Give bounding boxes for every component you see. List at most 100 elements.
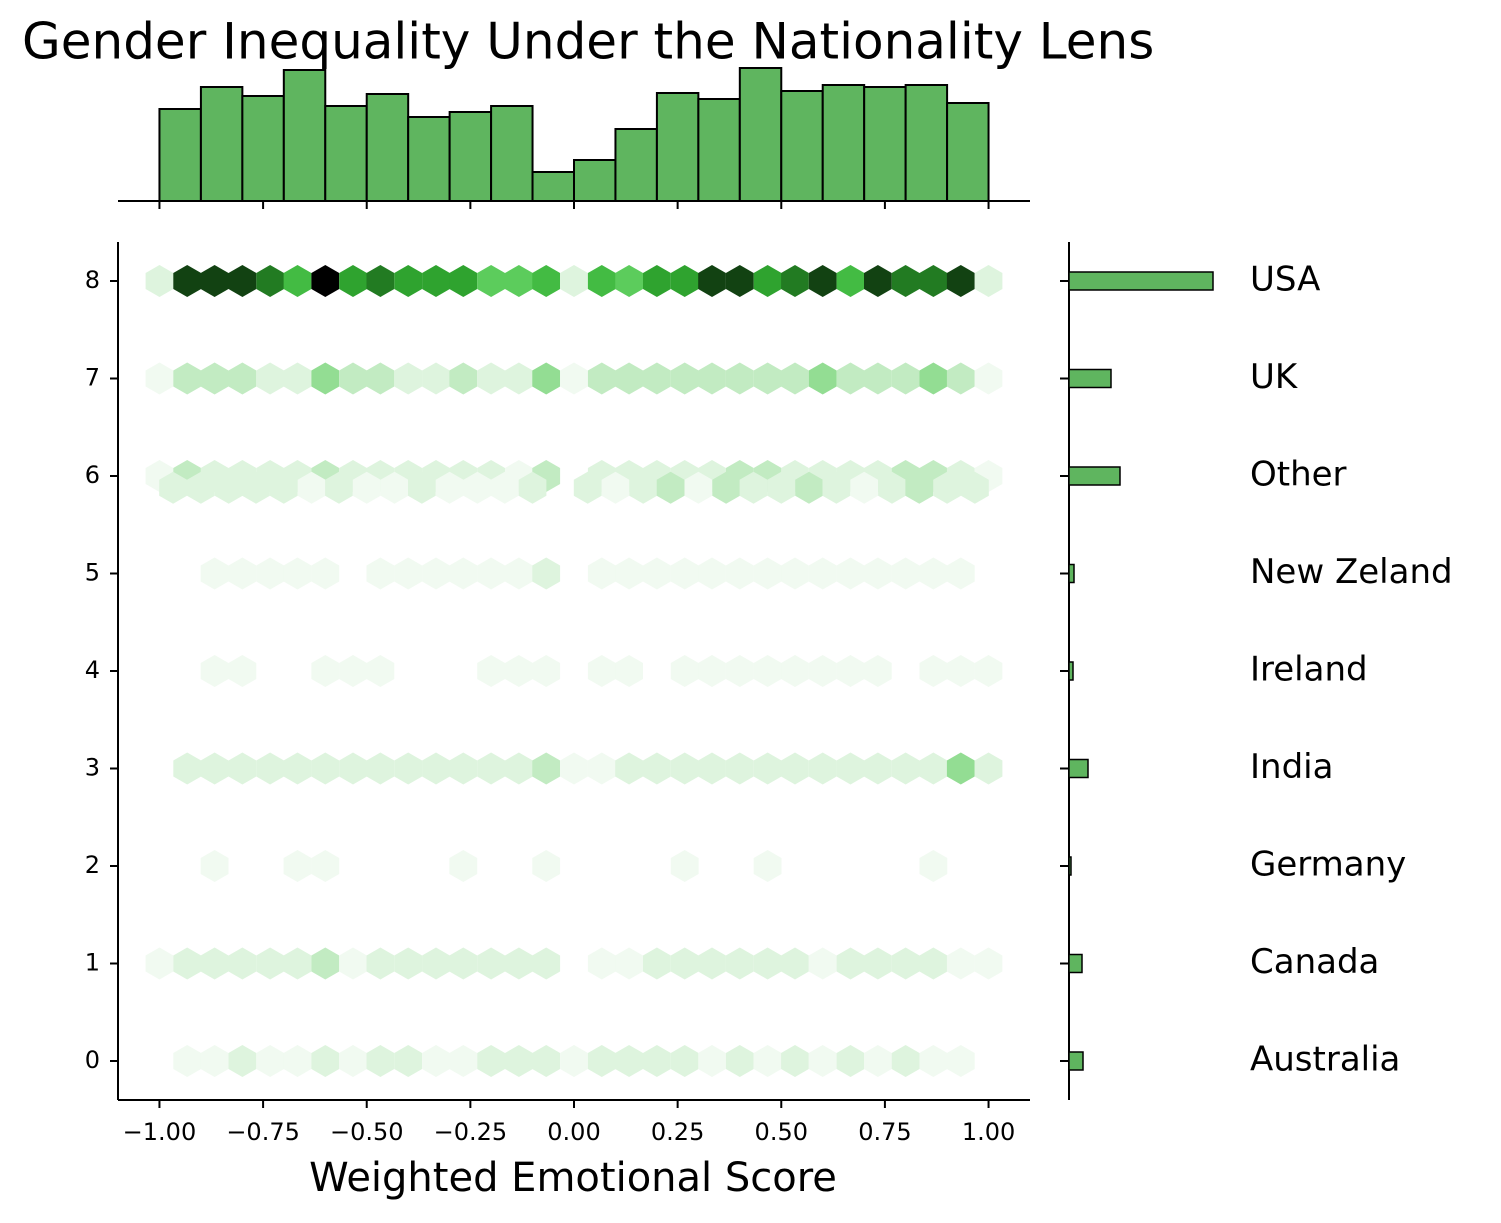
- hexbin-cell: [339, 362, 367, 395]
- histogram-bar: [573, 159, 617, 202]
- y-tick-label: 6: [85, 461, 100, 489]
- hexbin-cell: [808, 947, 837, 980]
- hexbin-cell: [808, 752, 837, 785]
- hexbin-cell: [725, 1045, 754, 1077]
- hexbin-cell: [200, 947, 229, 980]
- hexbin-cell: [477, 947, 505, 980]
- hexbin-cell: [532, 362, 561, 395]
- hexbin-cell: [891, 557, 920, 590]
- hexbin-cell: [670, 850, 699, 882]
- bar: [1068, 466, 1121, 486]
- hexbin-cell: [946, 947, 975, 980]
- hexbin-cell: [200, 655, 229, 687]
- hexbin-cell: [366, 1045, 395, 1077]
- hexbin-cell: [339, 947, 367, 980]
- hexbin-cell: [145, 947, 174, 980]
- category-label: USA: [1250, 260, 1320, 300]
- hexbin-cell: [974, 752, 1003, 785]
- hexbin-cell: [173, 1045, 202, 1077]
- hexbin-cell: [891, 947, 920, 980]
- hexbin-cell: [200, 752, 229, 785]
- hexbin-cell: [422, 265, 450, 297]
- hexbin-cell: [408, 471, 436, 504]
- histogram-bar: [448, 111, 493, 202]
- hexbin-cell: [200, 1045, 229, 1077]
- hexbin-cell: [946, 1045, 975, 1077]
- hexbin-cell: [836, 947, 865, 980]
- histogram-bar: [697, 98, 741, 202]
- hexbin-cell: [532, 850, 561, 882]
- hexbin-cell: [477, 265, 505, 297]
- hexbin-cell: [532, 947, 561, 980]
- hexbin-cell: [283, 557, 312, 590]
- hexbin-cell: [283, 362, 312, 395]
- hexbin-cell: [422, 947, 450, 980]
- hexbin-cell: [505, 752, 533, 785]
- hexbin-cell: [698, 1045, 726, 1077]
- hexbin-cell: [712, 471, 740, 504]
- hexbin-cell: [505, 947, 533, 980]
- hexbin-cell: [560, 265, 588, 297]
- hexbin-cell: [449, 752, 478, 785]
- x-tick-label: 0.75: [858, 1118, 911, 1146]
- hexbin-cell: [477, 752, 505, 785]
- hexbin-cell: [256, 557, 284, 590]
- hexbin-cell: [394, 752, 423, 785]
- hexbin-cell: [269, 471, 298, 504]
- hexbin-cell: [753, 752, 782, 785]
- hexbin-cell: [615, 557, 643, 590]
- hexbin-cell: [256, 362, 284, 395]
- hexbin-cell: [615, 1045, 643, 1077]
- category-label: Germany: [1250, 845, 1406, 885]
- hexbin-cell: [601, 471, 630, 504]
- hexbin-cell: [352, 471, 381, 504]
- hexbin-cell: [767, 471, 796, 504]
- hexbin-cell: [587, 557, 616, 590]
- hexbin-cell: [394, 362, 423, 395]
- y-tick-label: 1: [85, 949, 100, 977]
- hexbin-cell: [242, 471, 270, 504]
- histogram-bar: [821, 84, 866, 202]
- hexbin-cell: [477, 655, 505, 687]
- hexbin-cell: [670, 1045, 699, 1077]
- hexbin-cell: [311, 557, 340, 590]
- hexbin-cell: [587, 1045, 616, 1077]
- hexbin-cell: [200, 850, 229, 882]
- bar: [1068, 953, 1083, 974]
- hexbin-cell: [739, 471, 768, 504]
- hexbin-cell: [864, 557, 892, 590]
- hexbin-cell: [808, 362, 837, 395]
- hexbin-cell: [587, 265, 616, 297]
- hexbin-cell: [587, 362, 616, 395]
- histogram-bar: [158, 108, 202, 202]
- bar: [1068, 661, 1074, 681]
- hexbin-cell: [228, 265, 257, 297]
- hexbin-cell: [297, 471, 326, 504]
- hexbin-cell: [836, 752, 865, 785]
- hexbin-cell: [532, 557, 561, 590]
- hexbin-cell: [725, 655, 754, 687]
- hexbin-cell: [864, 1045, 892, 1077]
- hexbin-cell: [864, 265, 892, 297]
- hexbin-cell: [615, 655, 643, 687]
- hexbin-cell: [283, 265, 312, 297]
- hexbin-cell: [795, 471, 823, 504]
- x-tick-label: 0.25: [651, 1118, 704, 1146]
- hexbin-cell: [560, 1045, 588, 1077]
- hexbin-cell: [145, 362, 174, 395]
- hexbin-cell: [836, 265, 865, 297]
- hexbin-cell: [919, 265, 948, 297]
- y-tick-label: 2: [85, 851, 100, 879]
- hexbin-cell: [836, 557, 865, 590]
- hexbin-cell: [781, 557, 809, 590]
- hexbin-cell: [615, 362, 643, 395]
- x-tick-label: −0.50: [330, 1118, 404, 1146]
- hexbin-cell: [643, 752, 671, 785]
- hexbin-cell: [891, 752, 920, 785]
- hexbin-cell: [974, 655, 1003, 687]
- hexbin-cell: [891, 1045, 920, 1077]
- hexbin-cell: [173, 362, 202, 395]
- histogram-bar: [655, 92, 700, 202]
- hexbin-cell: [878, 471, 906, 504]
- hexbin-cell: [573, 471, 602, 504]
